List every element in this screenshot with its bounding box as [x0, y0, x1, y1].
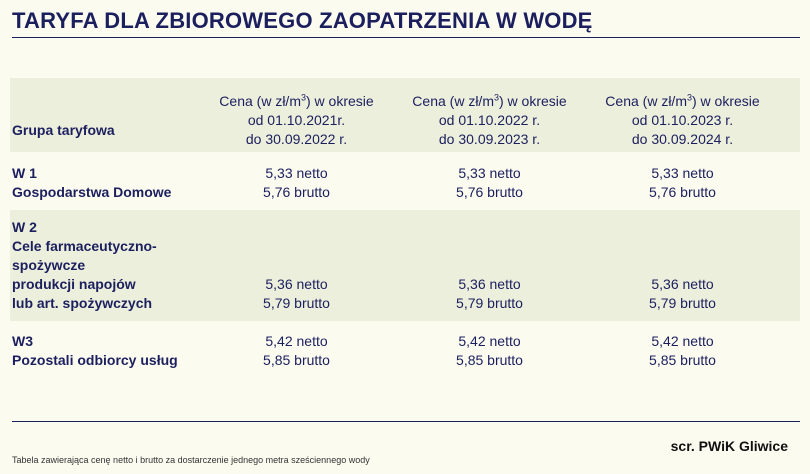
price-brutto: 5,79 brutto — [456, 295, 523, 311]
group-description: produkcji napojów — [12, 276, 136, 292]
price-cell: 5,36 netto 5,79 brutto — [200, 275, 393, 321]
price-netto: 5,36 netto — [265, 276, 328, 292]
price-netto: 5,33 netto — [651, 165, 714, 181]
group-code: W 1 — [12, 165, 37, 181]
group-code: W 2 — [12, 219, 37, 235]
price-cell: 5,33 netto 5,76 brutto — [586, 164, 779, 210]
price-brutto: 5,76 brutto — [263, 184, 330, 200]
price-netto: 5,36 netto — [458, 276, 521, 292]
price-cell: 5,36 netto 5,79 brutto — [586, 275, 779, 321]
group-description: Cele farmaceutyczno- — [12, 238, 157, 254]
period-header-text: Cena (w zł/m — [605, 93, 687, 109]
superscript: 3 — [686, 92, 692, 103]
price-netto: 5,42 netto — [458, 333, 521, 349]
period-header-text: Cena (w zł/m — [412, 93, 494, 109]
table-header-row: Grupa taryfowa Cena (w zł/m3) w okresie … — [10, 78, 800, 152]
page-title: TARYFA DLA ZBIOROWEGO ZAOPATRZENIA W WOD… — [12, 8, 593, 33]
price-netto: 5,33 netto — [458, 165, 521, 181]
price-brutto: 5,85 brutto — [649, 352, 716, 368]
price-brutto: 5,76 brutto — [649, 184, 716, 200]
group-cell: W 1 Gospodarstwa Domowe — [10, 164, 200, 210]
period-header-text: ) w okresie — [692, 93, 760, 109]
period-header-2: Cena (w zł/m3) w okresie od 01.10.2022 r… — [393, 92, 586, 149]
table-row: W 1 Gospodarstwa Domowe 5,33 netto 5,76 … — [10, 152, 800, 210]
period-header-text: ) w okresie — [306, 93, 374, 109]
price-netto: 5,33 netto — [265, 165, 328, 181]
group-description: lub art. spożywczych — [12, 295, 153, 311]
superscript: 3 — [300, 92, 306, 103]
period-start: od 01.10.2021r. — [247, 112, 346, 128]
period-header-3: Cena (w zł/m3) w okresie od 01.10.2023 r… — [586, 92, 779, 149]
tariff-table: Grupa taryfowa Cena (w zł/m3) w okresie … — [10, 78, 800, 378]
superscript: 3 — [493, 92, 499, 103]
period-end: do 30.09.2024 r. — [631, 131, 734, 147]
price-netto: 5,42 netto — [265, 333, 328, 349]
price-cell: 5,42 netto 5,85 brutto — [393, 332, 586, 378]
price-cell: 5,42 netto 5,85 brutto — [586, 332, 779, 378]
group-column-header: Grupa taryfowa — [12, 122, 115, 138]
table-row: W 2 Cele farmaceutyczno- spożywcze produ… — [10, 210, 800, 321]
price-netto: 5,36 netto — [651, 276, 714, 292]
price-cell: 5,33 netto 5,76 brutto — [200, 164, 393, 210]
group-description: Gospodarstwa Domowe — [12, 184, 172, 200]
period-end: do 30.09.2023 r. — [438, 131, 541, 147]
table-row: W3 Pozostali odbiorcy usług 5,42 netto 5… — [10, 321, 800, 378]
price-brutto: 5,85 brutto — [456, 352, 523, 368]
price-netto: 5,42 netto — [651, 333, 714, 349]
price-cell: 5,42 netto 5,85 brutto — [200, 332, 393, 378]
group-description: spożywcze — [12, 257, 86, 273]
price-cell: 5,33 netto 5,76 brutto — [393, 164, 586, 210]
price-brutto: 5,79 brutto — [263, 295, 330, 311]
period-header-1: Cena (w zł/m3) w okresie od 01.10.2021r.… — [200, 92, 393, 149]
period-end: do 30.09.2022 r. — [245, 131, 348, 147]
footer-divider — [12, 421, 800, 422]
group-cell: W3 Pozostali odbiorcy usług — [10, 332, 200, 378]
group-cell: W 2 Cele farmaceutyczno- spożywcze produ… — [10, 218, 200, 321]
group-code: W3 — [12, 333, 33, 349]
group-description: Pozostali odbiorcy usług — [12, 352, 178, 368]
title-divider — [12, 37, 800, 38]
period-start: od 01.10.2023 r. — [631, 112, 734, 128]
period-header-text: Cena (w zł/m — [219, 93, 301, 109]
period-start: od 01.10.2022 r. — [438, 112, 541, 128]
price-cell: 5,36 netto 5,79 brutto — [393, 275, 586, 321]
price-brutto: 5,76 brutto — [456, 184, 523, 200]
source-credit: scr. PWiK Gliwice — [670, 438, 788, 454]
footnote: Tabela zawierająca cenę netto i brutto z… — [12, 455, 370, 465]
price-brutto: 5,79 brutto — [649, 295, 716, 311]
price-brutto: 5,85 brutto — [263, 352, 330, 368]
period-header-text: ) w okresie — [499, 93, 567, 109]
